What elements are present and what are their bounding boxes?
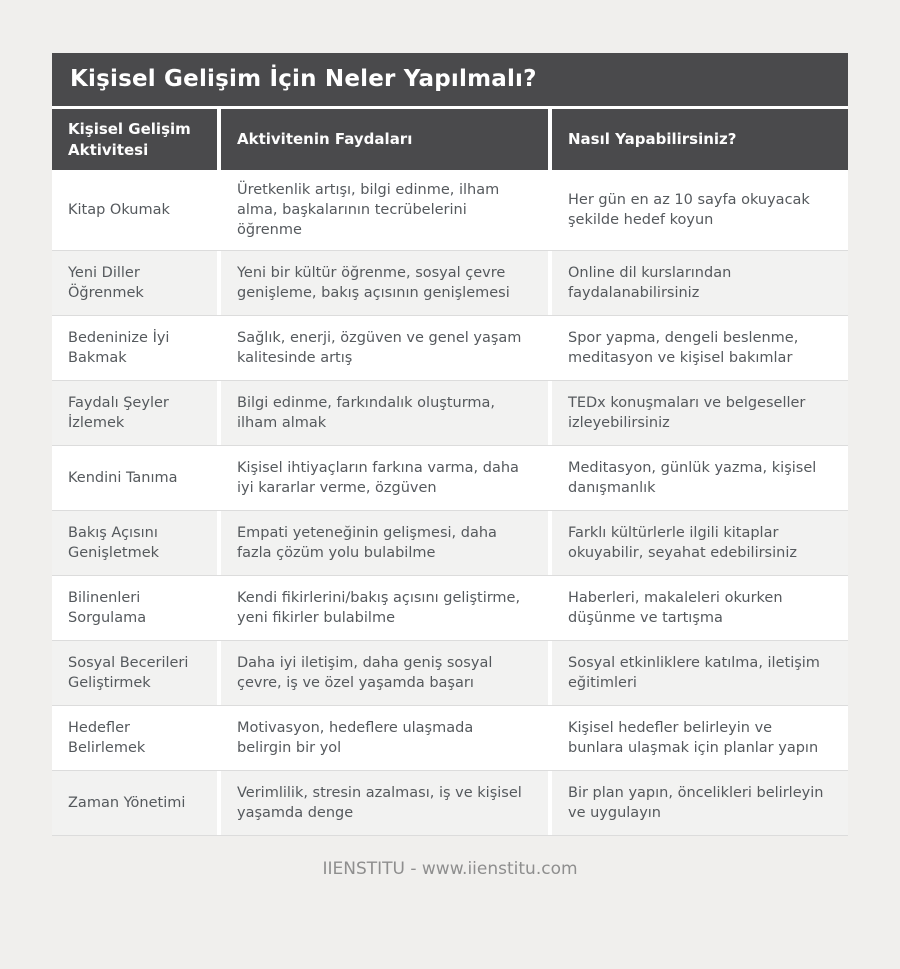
activity-cell: Kendini Tanıma — [52, 446, 217, 511]
column-header-benefits: Aktivitenin Faydaları — [221, 109, 548, 171]
table-row: Yeni Diller Öğrenmek Yeni bir kültür öğr… — [52, 251, 848, 317]
table-row: Zaman Yönetimi Verimlilik, stresin azalm… — [52, 771, 848, 837]
benefits-cell: Sağlık, enerji, özgüven ve genel yaşam k… — [221, 316, 548, 381]
table-row: Bilinenleri Sorgulama Kendi fikirlerini/… — [52, 576, 848, 642]
activity-cell: Sosyal Becerileri Geliştirmek — [52, 641, 217, 706]
table-body: Kitap Okumak Üretkenlik artışı, bilgi ed… — [52, 170, 848, 837]
personal-development-table-card: Kişisel Gelişim İçin Neler Yapılmalı? Ki… — [52, 53, 848, 837]
table-row: Faydalı Şeyler İzlemek Bilgi edinme, far… — [52, 381, 848, 447]
table-row: Kendini Tanıma Kişisel ihtiyaçların fark… — [52, 446, 848, 512]
benefits-cell: Kendi fikirlerini/bakış açısını geliştir… — [221, 576, 548, 641]
activity-cell: Bakış Açısını Genişletmek — [52, 511, 217, 576]
benefits-cell: Bilgi edinme, farkındalık oluşturma, ilh… — [221, 381, 548, 446]
how-cell: Kişisel hedefler belirleyin ve bunlara u… — [552, 706, 848, 771]
how-cell: TEDx konuşmaları ve belgeseller izleyebi… — [552, 381, 848, 446]
table-row: Bedeninize İyi Bakmak Sağlık, enerji, öz… — [52, 316, 848, 382]
activity-cell: Kitap Okumak — [52, 170, 217, 251]
how-cell: Bir plan yapın, öncelikleri belirleyin v… — [552, 771, 848, 836]
how-cell: Online dil kurslarından faydalanabilirsi… — [552, 251, 848, 316]
benefits-cell: Empati yeteneğinin gelişmesi, daha fazla… — [221, 511, 548, 576]
how-cell: Sosyal etkinliklere katılma, iletişim eğ… — [552, 641, 848, 706]
benefits-cell: Kişisel ihtiyaçların farkına varma, daha… — [221, 446, 548, 511]
header-divider — [52, 106, 848, 109]
activity-cell: Bilinenleri Sorgulama — [52, 576, 217, 641]
column-header-how: Nasıl Yapabilirsiniz? — [552, 109, 848, 171]
activity-cell: Zaman Yönetimi — [52, 771, 217, 836]
table-row: Bakış Açısını Genişletmek Empati yeteneğ… — [52, 511, 848, 577]
benefits-cell: Yeni bir kültür öğrenme, sosyal çevre ge… — [221, 251, 548, 316]
activity-cell: Bedeninize İyi Bakmak — [52, 316, 217, 381]
how-cell: Meditasyon, günlük yazma, kişisel danışm… — [552, 446, 848, 511]
table-row: Kitap Okumak Üretkenlik artışı, bilgi ed… — [52, 170, 848, 252]
how-cell: Farklı kültürlerle ilgili kitaplar okuya… — [552, 511, 848, 576]
benefits-cell: Daha iyi iletişim, daha geniş sosyal çev… — [221, 641, 548, 706]
page-title: Kişisel Gelişim İçin Neler Yapılmalı? — [52, 53, 848, 106]
footer-branding: IIENSTITU - www.iienstitu.com — [322, 859, 578, 880]
activity-cell: Yeni Diller Öğrenmek — [52, 251, 217, 316]
activity-cell: Hedefler Belirlemek — [52, 706, 217, 771]
how-cell: Spor yapma, dengeli beslenme, meditasyon… — [552, 316, 848, 381]
benefits-cell: Verimlilik, stresin azalması, iş ve kişi… — [221, 771, 548, 836]
how-cell: Her gün en az 10 sayfa okuyacak şekilde … — [552, 170, 848, 251]
activity-cell: Faydalı Şeyler İzlemek — [52, 381, 217, 446]
table-row: Sosyal Becerileri Geliştirmek Daha iyi i… — [52, 641, 848, 707]
how-cell: Haberleri, makaleleri okurken düşünme ve… — [552, 576, 848, 641]
benefits-cell: Üretkenlik artışı, bilgi edinme, ilham a… — [221, 170, 548, 251]
table-header-row: Kişisel Gelişim Aktivitesi Aktivitenin F… — [52, 109, 848, 171]
benefits-cell: Motivasyon, hedeflere ulaşmada belirgin … — [221, 706, 548, 771]
table-row: Hedefler Belirlemek Motivasyon, hedefler… — [52, 706, 848, 772]
column-header-activity: Kişisel Gelişim Aktivitesi — [52, 109, 217, 171]
